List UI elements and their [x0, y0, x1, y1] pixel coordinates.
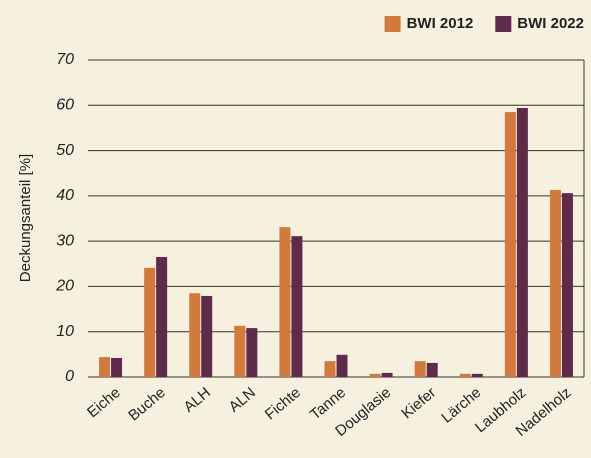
bar — [144, 267, 156, 377]
bar — [324, 361, 336, 377]
bar — [516, 108, 528, 377]
bar — [156, 256, 168, 377]
bar — [336, 354, 348, 377]
legend-label: BWI 2022 — [517, 15, 584, 32]
bar — [201, 295, 213, 377]
bar — [279, 227, 291, 377]
bar — [459, 373, 471, 377]
bar — [189, 293, 201, 377]
bar — [549, 189, 561, 377]
bar — [504, 112, 516, 377]
bar — [426, 362, 438, 377]
y-tick-label: 10 — [56, 323, 74, 340]
bar — [471, 373, 483, 377]
bar — [111, 357, 123, 377]
legend-label: BWI 2012 — [407, 15, 474, 32]
y-tick-label: 0 — [65, 368, 74, 385]
y-axis-label: Deckungsanteil [%] — [17, 154, 34, 282]
y-tick-label: 40 — [56, 187, 74, 204]
bar — [234, 325, 246, 377]
bar — [561, 193, 573, 377]
bar — [246, 328, 258, 377]
y-tick-label: 60 — [56, 97, 74, 114]
y-tick-label: 30 — [56, 232, 74, 249]
bar — [369, 373, 381, 377]
y-tick-label: 20 — [55, 278, 74, 295]
bar — [381, 372, 393, 377]
y-tick-label: 70 — [56, 51, 74, 68]
bar — [99, 357, 111, 377]
bar — [291, 236, 303, 377]
legend-swatch — [495, 16, 512, 32]
bar — [414, 361, 426, 377]
y-tick-label: 50 — [56, 142, 74, 159]
legend-swatch — [384, 16, 401, 32]
